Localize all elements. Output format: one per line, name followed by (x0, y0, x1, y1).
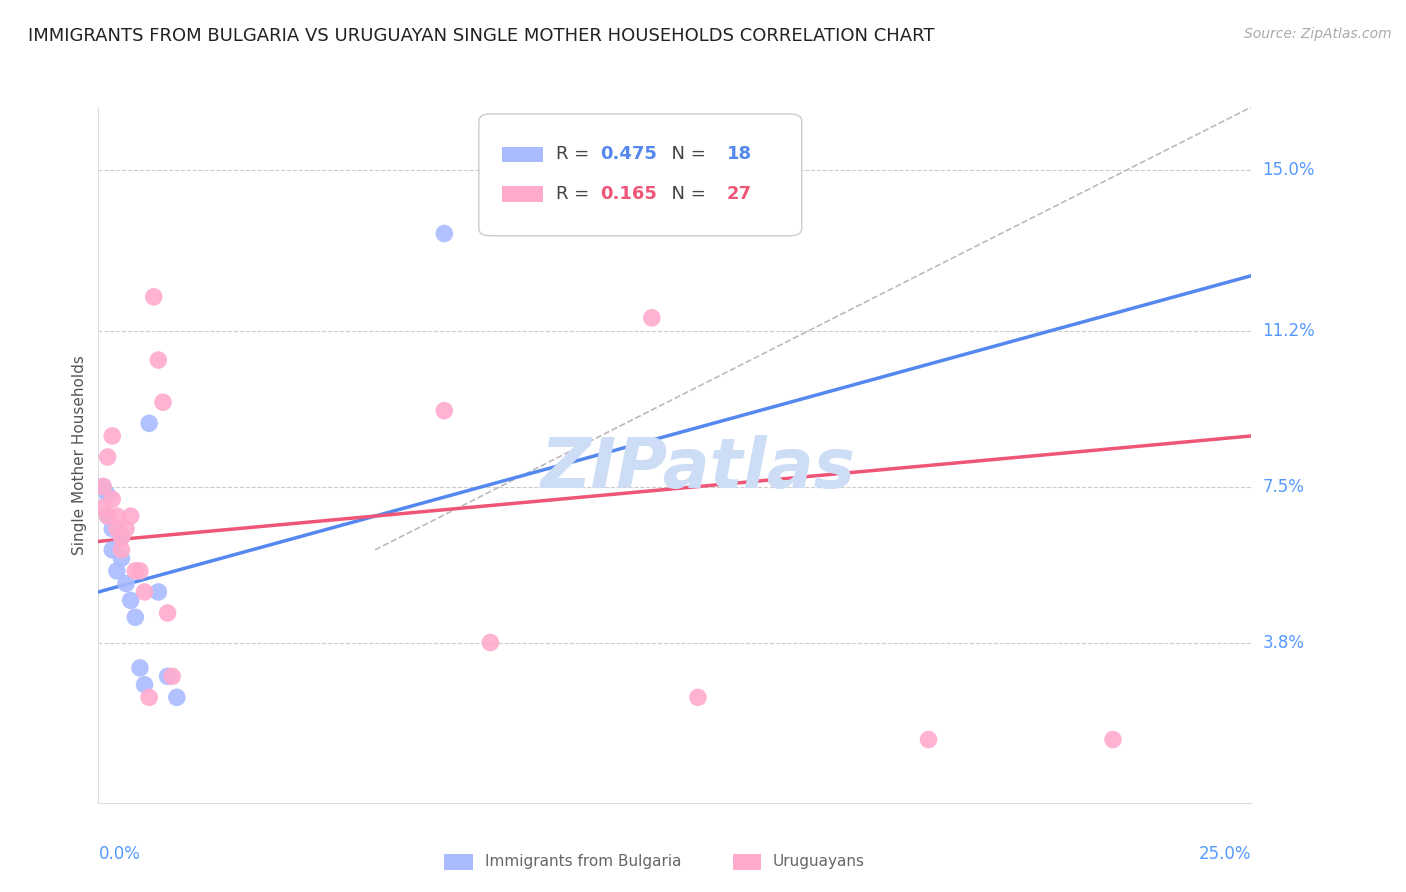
Point (105, 522, 128, 536)
Point (433, 227, 456, 241)
Point (138, 417, 160, 431)
Text: 7.5%: 7.5% (1263, 477, 1305, 496)
Text: 18: 18 (727, 145, 752, 163)
Point (124, 610, 146, 624)
Point (1102, 732, 1125, 747)
Point (156, 669, 179, 683)
Point (120, 509, 142, 524)
Y-axis label: Single Mother Households: Single Mother Households (72, 355, 87, 555)
Point (134, 585, 156, 599)
Point (110, 551, 132, 566)
Point (156, 606, 179, 620)
Bar (733, 855, 762, 870)
Point (166, 690, 188, 705)
Point (91, 500, 114, 515)
Text: 0.0%: 0.0% (98, 845, 141, 863)
Text: ZIPatlas: ZIPatlas (540, 435, 855, 502)
Point (148, 353, 170, 368)
Text: 0.475: 0.475 (600, 145, 657, 163)
Point (105, 509, 128, 524)
Point (160, 669, 183, 683)
Bar (444, 855, 472, 870)
Point (101, 429, 124, 443)
Point (97, 509, 120, 524)
Point (97, 488, 120, 502)
Point (101, 492, 124, 507)
Text: 11.2%: 11.2% (1263, 321, 1315, 340)
Point (105, 564, 128, 578)
Point (686, 690, 709, 705)
Point (115, 522, 138, 536)
Text: Source: ZipAtlas.com: Source: ZipAtlas.com (1244, 27, 1392, 41)
Text: Immigrants from Bulgaria: Immigrants from Bulgaria (485, 855, 681, 870)
Point (101, 522, 124, 536)
Point (138, 690, 160, 705)
Point (101, 542, 124, 557)
Point (148, 585, 170, 599)
Point (479, 635, 502, 649)
Point (97, 450, 120, 464)
Point (124, 564, 146, 578)
Point (129, 661, 152, 675)
Text: 3.8%: 3.8% (1263, 633, 1305, 651)
Point (152, 395, 174, 409)
Point (91, 479, 114, 493)
Text: Uruguayans: Uruguayans (773, 855, 865, 870)
Text: 0.165: 0.165 (600, 185, 657, 203)
Text: R =: R = (557, 185, 595, 203)
Point (97, 509, 120, 524)
Text: 15.0%: 15.0% (1263, 161, 1315, 179)
Point (120, 593, 142, 607)
FancyBboxPatch shape (479, 114, 801, 235)
Text: N =: N = (661, 185, 711, 203)
Point (110, 530, 132, 544)
Text: N =: N = (661, 145, 711, 163)
Bar (502, 146, 543, 162)
Point (129, 564, 152, 578)
Text: R =: R = (557, 145, 595, 163)
Point (433, 403, 456, 417)
Text: 25.0%: 25.0% (1199, 845, 1251, 863)
Point (110, 542, 132, 557)
Point (917, 732, 939, 747)
Point (91, 479, 114, 493)
Point (110, 530, 132, 544)
Point (142, 290, 165, 304)
Text: IMMIGRANTS FROM BULGARIA VS URUGUAYAN SINGLE MOTHER HOUSEHOLDS CORRELATION CHART: IMMIGRANTS FROM BULGARIA VS URUGUAYAN SI… (28, 27, 935, 45)
Bar (502, 186, 543, 202)
Point (115, 576, 138, 591)
Text: 27: 27 (727, 185, 752, 203)
Point (641, 310, 664, 325)
Point (134, 678, 156, 692)
